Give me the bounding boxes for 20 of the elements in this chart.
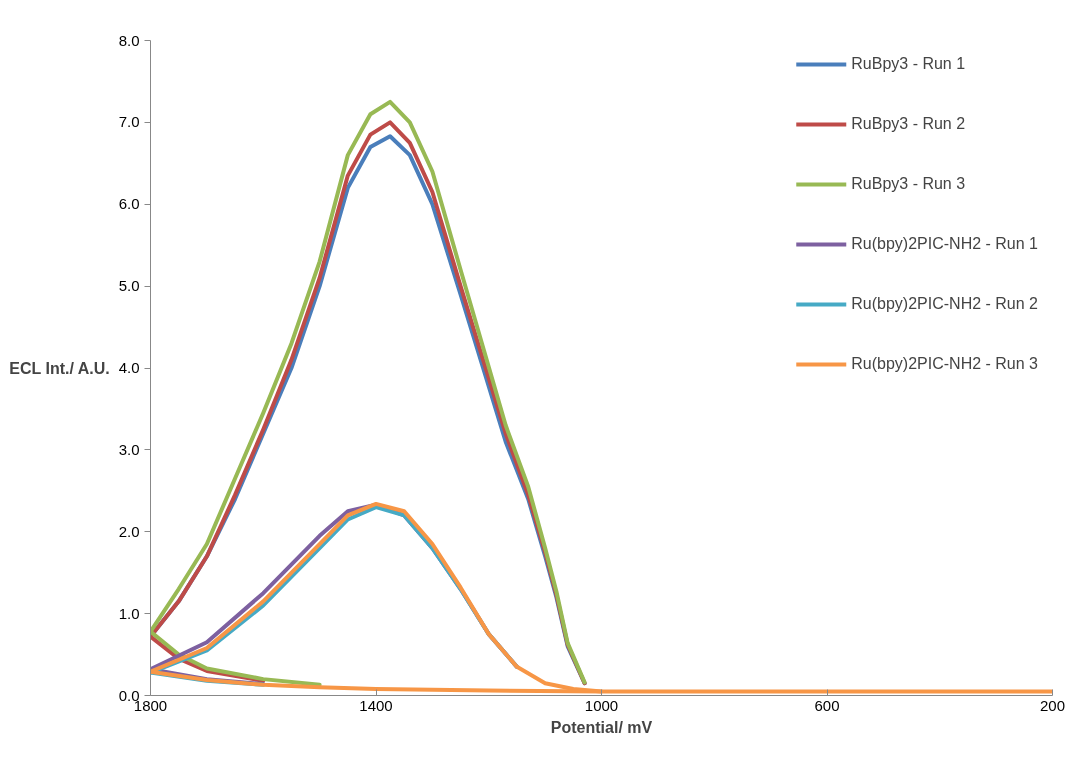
- x-tick-label: 1400: [359, 696, 393, 714]
- y-tick-label: 7.0: [118, 113, 140, 131]
- x-tick-label: 600: [814, 696, 840, 714]
- x-tick-label: 200: [1039, 696, 1066, 714]
- y-tick-label: 3.0: [118, 440, 140, 458]
- legend-label: RuBpy3 - Run 2: [851, 115, 966, 133]
- legend-label: RuBpy3 - Run 3: [851, 175, 966, 193]
- legend-label: Ru(bpy)2PIC-NH2 - Run 1: [851, 235, 1038, 253]
- y-tick-label: 2.0: [118, 522, 140, 540]
- y-tick-label: 4.0: [118, 359, 140, 376]
- legend-label: RuBpy3 - Run 1: [851, 55, 966, 73]
- y-axis-title: ECL Int./ A.U.: [9, 359, 110, 377]
- legend-label: Ru(bpy)2PIC-NH2 - Run 3: [851, 355, 1038, 373]
- x-tick-label: 1000: [584, 696, 619, 714]
- y-tick-label: 5.0: [118, 277, 140, 295]
- y-tick-label: 1.0: [118, 604, 140, 622]
- legend-label: Ru(bpy)2PIC-NH2 - Run 2: [851, 295, 1038, 313]
- x-axis-title: Potential/ mV: [550, 718, 653, 736]
- y-tick-label: 8.0: [118, 31, 140, 49]
- y-tick-label: 6.0: [118, 195, 140, 213]
